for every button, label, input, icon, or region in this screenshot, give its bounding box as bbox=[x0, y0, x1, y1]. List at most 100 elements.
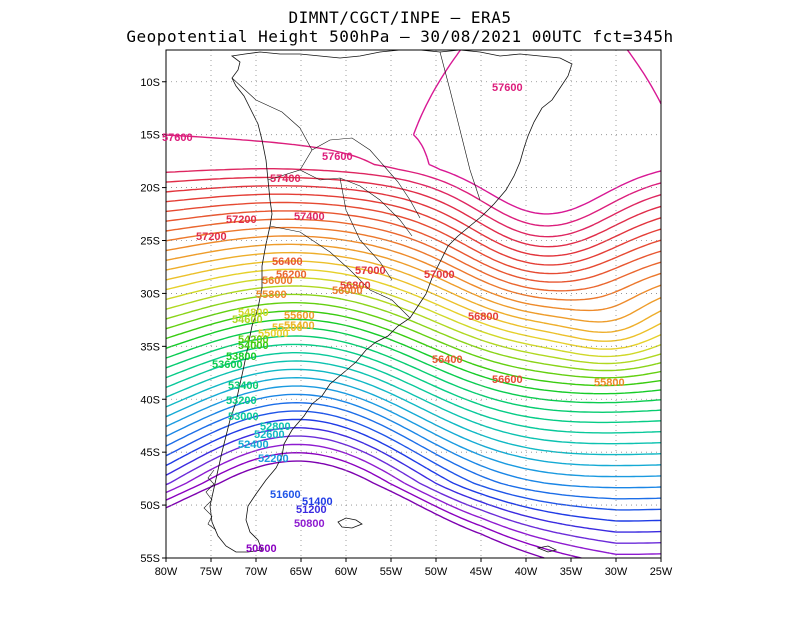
country-borders bbox=[231, 51, 481, 319]
contour-line-57400 bbox=[165, 168, 662, 238]
lon-tick-labels: 80W 75W 70W 65W 60W 55W 50W 45W 40W 35W 30W 25W bbox=[155, 558, 673, 578]
lon-tick-label: 60W bbox=[335, 566, 358, 578]
contour-line-52600 bbox=[165, 368, 662, 456]
lon-tick-label: 45W bbox=[470, 566, 493, 578]
contour-label: 56600 bbox=[492, 374, 523, 386]
contour-lines bbox=[165, 49, 662, 559]
lat-tick-label: 20S bbox=[140, 183, 160, 195]
contour-label: 57000 bbox=[424, 269, 455, 281]
contour-line-54200 bbox=[165, 302, 662, 379]
contour-label: 55400 bbox=[284, 320, 315, 332]
contour-line-54800 bbox=[165, 277, 662, 358]
plot-frame bbox=[165, 49, 662, 559]
chart-title-line2: Geopotential Height 500hPa – 30/08/2021 … bbox=[126, 27, 674, 46]
contour-label: 53400 bbox=[228, 380, 259, 392]
contour-label: 56800 bbox=[340, 280, 371, 292]
contour-label: 54800 bbox=[238, 307, 269, 319]
contour-label: 55800 bbox=[256, 289, 287, 301]
contour-line-53800 bbox=[165, 318, 662, 395]
lat-tick-label: 10S bbox=[140, 77, 160, 89]
lat-tick-label: 45S bbox=[140, 447, 160, 459]
contour-line-53600 bbox=[165, 327, 662, 404]
south-georgia bbox=[536, 545, 558, 553]
contour-line-56600 bbox=[165, 201, 662, 275]
lon-tick-label: 25W bbox=[650, 566, 673, 578]
contour-line-56000 bbox=[165, 226, 662, 301]
contour-label: 56000 bbox=[262, 275, 293, 287]
contour-label: 57600 bbox=[162, 132, 193, 144]
contour-line-57600 bbox=[165, 134, 662, 227]
lat-tick-label: 25S bbox=[140, 236, 160, 248]
contour-line-51600 bbox=[165, 410, 662, 511]
lon-tick-label: 70W bbox=[245, 566, 268, 578]
contour-line-51000 bbox=[165, 435, 662, 544]
contour-line-53000 bbox=[165, 352, 662, 434]
contour-line-50600 bbox=[165, 452, 582, 559]
contour-label: 55200 bbox=[272, 322, 303, 334]
lon-tick-label: 75W bbox=[200, 566, 223, 578]
contour-label: 57600 bbox=[492, 82, 523, 94]
contour-line-57800 bbox=[412, 49, 662, 215]
lat-tick-label: 55S bbox=[140, 553, 160, 565]
contour-label: 57600 bbox=[322, 151, 353, 163]
contour-line-52000 bbox=[165, 393, 662, 489]
contour-line-55600 bbox=[165, 243, 662, 323]
contour-line-51200 bbox=[165, 427, 662, 533]
lon-tick-label: 65W bbox=[290, 566, 313, 578]
contour-labels: 57600 57600 57600 57400 57400 57200 57200 57000… bbox=[162, 82, 625, 555]
contour-label: 56000 bbox=[332, 285, 363, 297]
contour-line-53400 bbox=[165, 335, 662, 413]
contour-label: 57200 bbox=[196, 231, 227, 243]
contour-line-57200 bbox=[165, 176, 662, 248]
lat-tick-label: 35S bbox=[140, 341, 160, 353]
contour-label: 51200 bbox=[296, 504, 327, 516]
contour-line-54400 bbox=[165, 293, 662, 372]
contour-label: 53800 bbox=[226, 351, 257, 363]
contour-line-52400 bbox=[165, 377, 662, 467]
lat-tick-label: 40S bbox=[140, 394, 160, 406]
lat-tick-label: 15S bbox=[140, 130, 160, 142]
lat-tick-labels: 10S 15S 20S 25S 30S 35S 40S 45S 50S 55S bbox=[140, 77, 166, 565]
lon-tick-label: 30W bbox=[605, 566, 628, 578]
contour-line-56200 bbox=[165, 218, 662, 292]
contour-line-55200 bbox=[165, 260, 662, 342]
coastlines-borders bbox=[203, 49, 573, 553]
contour-label: 55000 bbox=[258, 328, 289, 340]
contour-label: 52800 bbox=[260, 421, 291, 433]
contour-line-50800 bbox=[165, 443, 662, 555]
contour-line-55000 bbox=[165, 268, 662, 350]
contour-label: 56400 bbox=[432, 354, 463, 366]
contour-line-52800 bbox=[165, 360, 662, 445]
contour-label: 57400 bbox=[270, 173, 301, 185]
contour-label: 57400 bbox=[294, 211, 325, 223]
contour-label: 53000 bbox=[228, 411, 259, 423]
chile-archipelago bbox=[203, 469, 217, 531]
contour-label: 55800 bbox=[594, 377, 625, 389]
contour-label: 54200 bbox=[238, 334, 269, 346]
contour-line-56400 bbox=[165, 210, 662, 283]
falkland-islands bbox=[337, 517, 363, 529]
contour-label: 52400 bbox=[238, 439, 269, 451]
contour-label: 54000 bbox=[238, 340, 269, 352]
contour-label: 50800 bbox=[294, 518, 325, 530]
lat-tick-label: 50S bbox=[140, 500, 160, 512]
contour-label: 57000 bbox=[355, 265, 386, 277]
lon-tick-label: 55W bbox=[380, 566, 403, 578]
contour-line-51400 bbox=[165, 418, 662, 522]
lon-tick-label: 50W bbox=[425, 566, 448, 578]
contour-label: 54600 bbox=[232, 314, 263, 326]
contour-line-52200 bbox=[165, 385, 662, 478]
south-america-coastline bbox=[209, 49, 573, 553]
contour-label: 50600 bbox=[246, 543, 277, 555]
contour-line-51800 bbox=[165, 402, 661, 500]
contour-line-55800 bbox=[165, 235, 662, 312]
contour-label: 51400 bbox=[302, 496, 333, 508]
contour-line-54600 bbox=[165, 285, 662, 365]
lon-tick-label: 35W bbox=[560, 566, 583, 578]
contour-label: 52200 bbox=[258, 453, 289, 465]
contour-line-50400 bbox=[165, 460, 545, 559]
contour-label: 56400 bbox=[272, 256, 303, 268]
contour-label: 53600 bbox=[212, 359, 243, 371]
contour-label: 51600 bbox=[270, 489, 301, 501]
